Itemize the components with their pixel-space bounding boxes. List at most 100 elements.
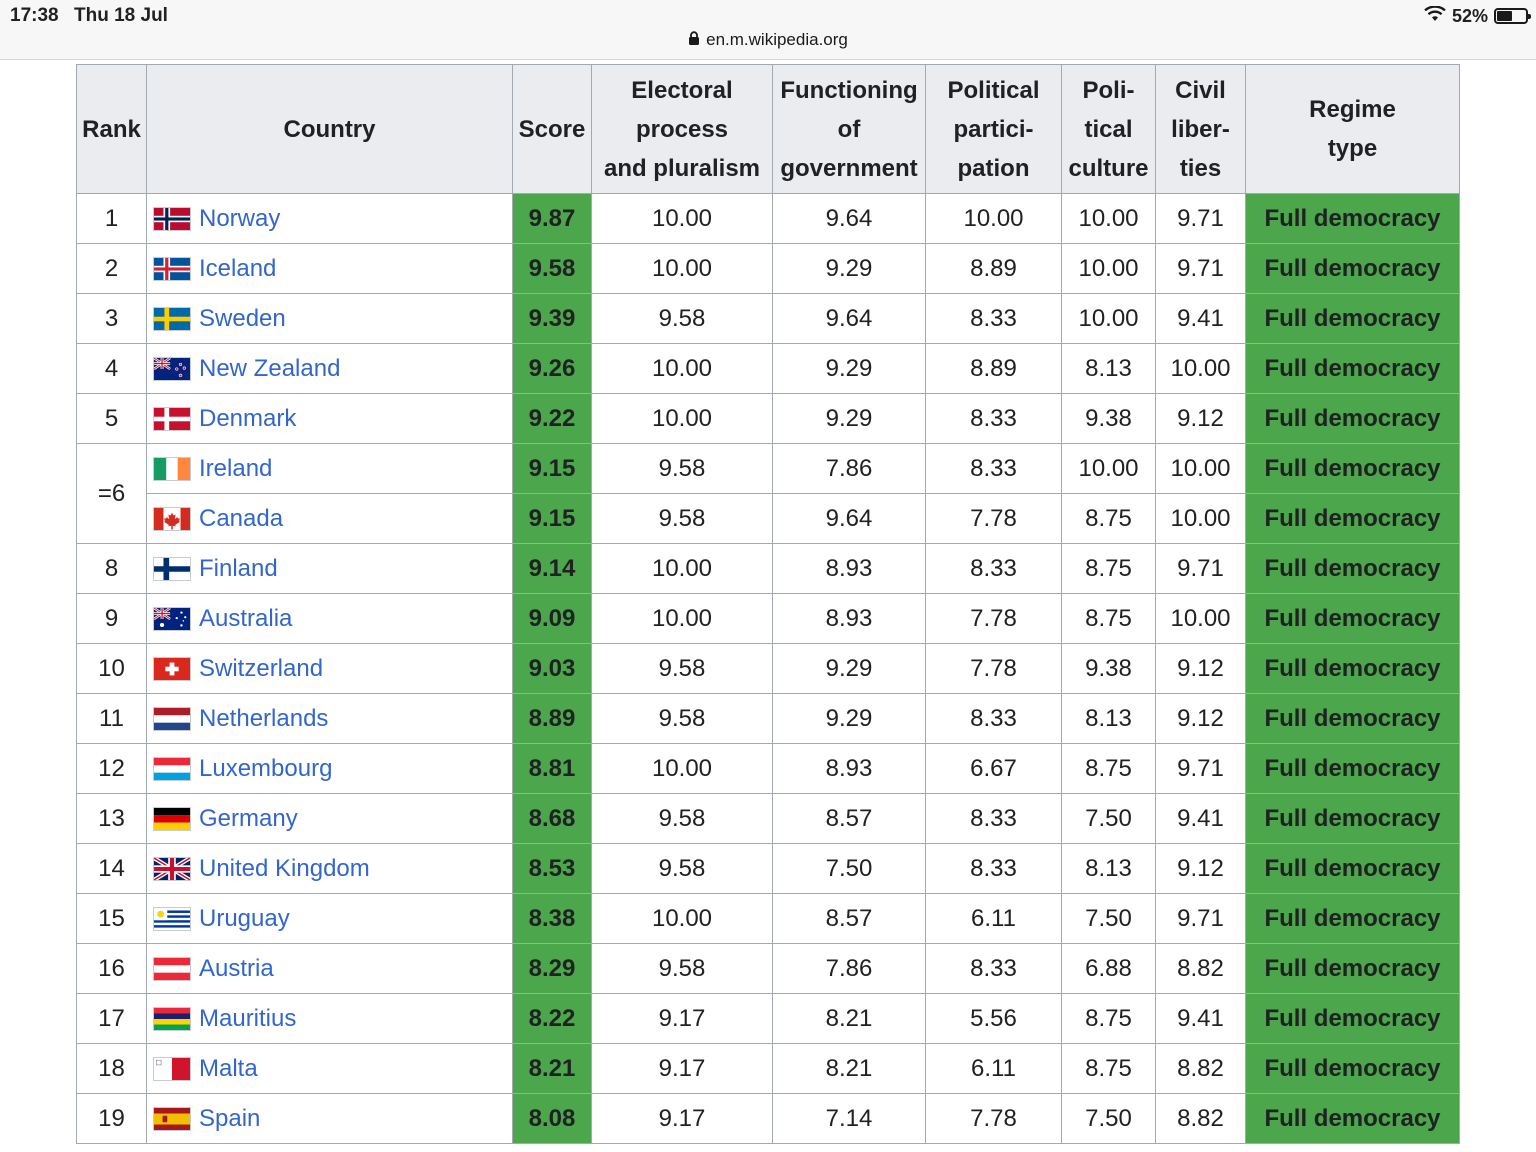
civil-liberties-cell: 10.00 [1155,343,1246,394]
score-cell: 9.09 [512,593,592,644]
country-link[interactable]: Denmark [199,404,297,432]
functioning-of-government-cell: 9.64 [772,193,926,244]
rank-cell: 5 [76,393,147,444]
electoral-process-cell: 10.00 [591,193,773,244]
country-link[interactable]: Ireland [199,454,273,482]
country-link[interactable]: Uruguay [199,904,290,932]
country-link[interactable]: Germany [199,804,298,832]
country-cell: Spain [146,1093,513,1144]
regime-type-header[interactable]: Regime type [1245,64,1460,194]
score-cell: 8.81 [512,743,592,794]
electoral-process-cell: 10.00 [591,343,773,394]
political-culture-header[interactable]: Poli-tical culture [1061,64,1156,194]
electoral-process-cell: 9.17 [591,1043,773,1094]
country-cell: Denmark [146,393,513,444]
rank-cell: 13 [76,793,147,844]
regime-type-cell: Full democracy [1245,443,1460,494]
political-participation-cell: 8.33 [925,693,1062,744]
country-link[interactable]: Austria [199,954,274,982]
political-participation-cell: 7.78 [925,593,1062,644]
rank-cell: 10 [76,643,147,694]
country-link[interactable]: Canada [199,504,284,532]
political-participation-cell: 8.33 [925,443,1062,494]
functioning-of-government-header[interactable]: Functioning of government [772,64,926,194]
address-bar[interactable]: en.m.wikipedia.org [0,30,1536,51]
country-link[interactable]: Luxembourg [199,754,333,782]
denmark-flag-icon [153,406,191,431]
country-link[interactable]: United Kingdom [199,854,370,882]
rank-cell: 18 [76,1043,147,1094]
country-cell: Ireland [146,443,513,494]
political-participation-header[interactable]: Political partici-pation [925,64,1062,194]
political-participation-cell: 8.33 [925,793,1062,844]
electoral-process-cell: 10.00 [591,243,773,294]
civil-liberties-cell: 8.82 [1155,1093,1246,1144]
civil-liberties-header[interactable]: Civil liber-ties [1155,64,1246,194]
regime-type-cell: Full democracy [1245,893,1460,944]
civil-liberties-cell: 9.41 [1155,293,1246,344]
civil-liberties-cell: 9.12 [1155,843,1246,894]
political-participation-cell: 6.11 [925,1043,1062,1094]
country-cell: Malta [146,1043,513,1094]
country-link[interactable]: Iceland [199,254,277,282]
country-header[interactable]: Country [146,64,513,194]
functioning-of-government-cell: 9.29 [772,393,926,444]
political-culture-cell: 8.75 [1061,493,1156,544]
malta-flag-icon [153,1056,191,1081]
score-header[interactable]: Score [512,64,592,194]
electoral-process-cell: 9.58 [591,493,773,544]
functioning-of-government-cell: 9.64 [772,493,926,544]
luxembourg-flag-icon [153,756,191,781]
civil-liberties-cell: 9.12 [1155,643,1246,694]
political-participation-cell: 7.78 [925,643,1062,694]
country-cell: Luxembourg [146,743,513,794]
regime-type-cell: Full democracy [1245,993,1460,1044]
regime-type-cell: Full democracy [1245,393,1460,444]
country-link[interactable]: Sweden [199,304,286,332]
country-cell: Netherlands [146,693,513,744]
country-link[interactable]: Norway [199,204,281,232]
wifi-icon [1424,4,1446,27]
functioning-of-government-cell: 9.29 [772,343,926,394]
country-cell: Switzerland [146,643,513,694]
regime-type-cell: Full democracy [1245,793,1460,844]
table-row: Canada 9.15 9.58 9.64 7.78 8.75 10.00 Full demo… [77,493,1460,544]
table-row: 11 Netherlands 8.89 9.58 9.29 8.33 8.13 9.12 Ful… [76,693,1460,744]
functioning-of-government-cell: 7.14 [772,1093,926,1144]
functioning-of-government-cell: 8.21 [772,1043,926,1094]
ireland-flag-icon [153,456,191,481]
functioning-of-government-cell: 7.50 [772,843,926,894]
political-participation-cell: 6.67 [925,743,1062,794]
rank-cell: 2 [76,243,147,294]
political-culture-cell: 10.00 [1061,443,1156,494]
electoral-process-cell: 9.58 [591,643,773,694]
rank-header[interactable]: Rank [76,64,147,194]
electoral-process-header[interactable]: Electoral process and pluralism [591,64,773,194]
electoral-process-cell: 9.58 [591,793,773,844]
country-cell: Sweden [146,293,513,344]
country-link[interactable]: Australia [199,604,293,632]
country-link[interactable]: Switzerland [199,654,324,682]
country-link[interactable]: Malta [199,1054,258,1082]
civil-liberties-cell: 9.41 [1155,993,1246,1044]
country-link[interactable]: New Zealand [199,354,341,382]
canada-flag-icon [153,506,191,531]
country-cell: Canada [146,493,513,544]
score-cell: 8.38 [512,893,592,944]
electoral-process-cell: 9.17 [591,1093,773,1144]
mauritius-flag-icon [153,1006,191,1031]
country-link[interactable]: Finland [199,554,278,582]
electoral-process-cell: 9.58 [591,443,773,494]
political-culture-cell: 8.75 [1061,743,1156,794]
country-cell: Germany [146,793,513,844]
country-link[interactable]: Mauritius [199,1004,297,1032]
political-culture-cell: 7.50 [1061,893,1156,944]
country-link[interactable]: Netherlands [199,704,329,732]
score-cell: 9.15 [512,443,592,494]
civil-liberties-cell: 10.00 [1155,493,1246,544]
australia-flag-icon [153,606,191,631]
country-link[interactable]: Spain [199,1104,261,1132]
political-participation-cell: 8.89 [925,343,1062,394]
functioning-of-government-cell: 9.29 [772,643,926,694]
electoral-process-cell: 10.00 [591,393,773,444]
